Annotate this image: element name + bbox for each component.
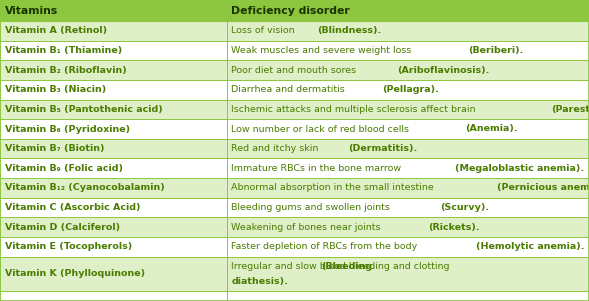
Bar [0,198,227,217]
Text: Vitamin A (Retinol): Vitamin A (Retinol) [5,26,107,36]
Bar [227,139,589,158]
Text: (Beriberi).: (Beriberi). [468,46,524,55]
Bar [227,237,589,256]
Bar [227,80,589,100]
Text: Diarrhea and dermatitis: Diarrhea and dermatitis [231,85,348,94]
Text: Vitamin B₃ (Niacin): Vitamin B₃ (Niacin) [5,85,106,94]
Bar [227,60,589,80]
Bar [227,217,589,237]
Text: Abnormal absorption in the small intestine: Abnormal absorption in the small intesti… [231,183,437,192]
Text: Faster depletion of RBCs from the body: Faster depletion of RBCs from the body [231,242,421,251]
Text: Poor diet and mouth sores: Poor diet and mouth sores [231,66,360,75]
Bar [0,100,227,119]
Bar [0,256,227,291]
Bar [227,198,589,217]
Text: Ischemic attacks and multiple sclerosis affect brain: Ischemic attacks and multiple sclerosis … [231,105,479,114]
Text: Bleeding gums and swollen joints: Bleeding gums and swollen joints [231,203,393,212]
Text: Vitamin E (Tocopherols): Vitamin E (Tocopherols) [5,242,132,251]
Text: Immature RBCs in the bone marrow: Immature RBCs in the bone marrow [231,164,405,173]
Text: (Megaloblastic anemia).: (Megaloblastic anemia). [455,164,584,173]
Bar [0,291,227,301]
Bar [0,21,227,41]
Bar [227,100,589,119]
Text: (Blindness).: (Blindness). [317,26,382,36]
Bar [227,41,589,60]
Bar [0,60,227,80]
Bar [0,158,227,178]
Text: diathesis).: diathesis). [231,277,289,286]
Text: Vitamins: Vitamins [5,5,58,16]
Text: Loss of vision: Loss of vision [231,26,298,36]
Bar [0,0,227,21]
Text: Deficiency disorder: Deficiency disorder [231,5,350,16]
Bar [227,119,589,139]
Text: Vitamin K (Phylloquinone): Vitamin K (Phylloquinone) [5,269,145,278]
Text: Low number or lack of red blood cells: Low number or lack of red blood cells [231,125,412,134]
Text: Vitamin B₂ (Riboflavin): Vitamin B₂ (Riboflavin) [5,66,127,75]
Text: Weak muscles and severe weight loss: Weak muscles and severe weight loss [231,46,415,55]
Text: Vitamin B₆ (Pyridoxine): Vitamin B₆ (Pyridoxine) [5,125,130,134]
Text: (Ariboflavinosis).: (Ariboflavinosis). [397,66,489,75]
Bar [0,217,227,237]
Text: (Bleeding: (Bleeding [320,262,372,271]
Bar [227,256,589,291]
Text: Vitamin B₇ (Biotin): Vitamin B₇ (Biotin) [5,144,104,153]
Bar [227,178,589,198]
Text: (Paresthesia).: (Paresthesia). [551,105,589,114]
Bar [0,41,227,60]
Bar [0,80,227,100]
Text: Red and itchy skin: Red and itchy skin [231,144,322,153]
Text: (Rickets).: (Rickets). [428,223,480,231]
Text: (Hemolytic anemia).: (Hemolytic anemia). [476,242,584,251]
Text: Vitamin B₉ (Folic acid): Vitamin B₉ (Folic acid) [5,164,123,173]
Text: Vitamin B₅ (Pantothenic acid): Vitamin B₅ (Pantothenic acid) [5,105,163,114]
Bar [227,291,589,301]
Text: Irregular and slow blood bleeding and clotting: Irregular and slow blood bleeding and cl… [231,262,453,271]
Text: Vitamin B₁ (Thiamine): Vitamin B₁ (Thiamine) [5,46,122,55]
Bar [227,158,589,178]
Text: Vitamin B₁₂ (Cyanocobalamin): Vitamin B₁₂ (Cyanocobalamin) [5,183,164,192]
Bar [0,139,227,158]
Text: (Dermatitis).: (Dermatitis). [348,144,418,153]
Text: Vitamin C (Ascorbic Acid): Vitamin C (Ascorbic Acid) [5,203,140,212]
Bar [227,21,589,41]
Bar [0,119,227,139]
Text: Weakening of bones near joints: Weakening of bones near joints [231,223,384,231]
Text: Vitamin D (Calciferol): Vitamin D (Calciferol) [5,223,120,231]
Text: (Scurvy).: (Scurvy). [441,203,489,212]
Bar [227,0,589,21]
Bar [0,237,227,256]
Bar [0,178,227,198]
Text: (Pernicious anemia).: (Pernicious anemia). [497,183,589,192]
Text: (Pellagra).: (Pellagra). [382,85,439,94]
Text: (Anemia).: (Anemia). [465,125,518,134]
